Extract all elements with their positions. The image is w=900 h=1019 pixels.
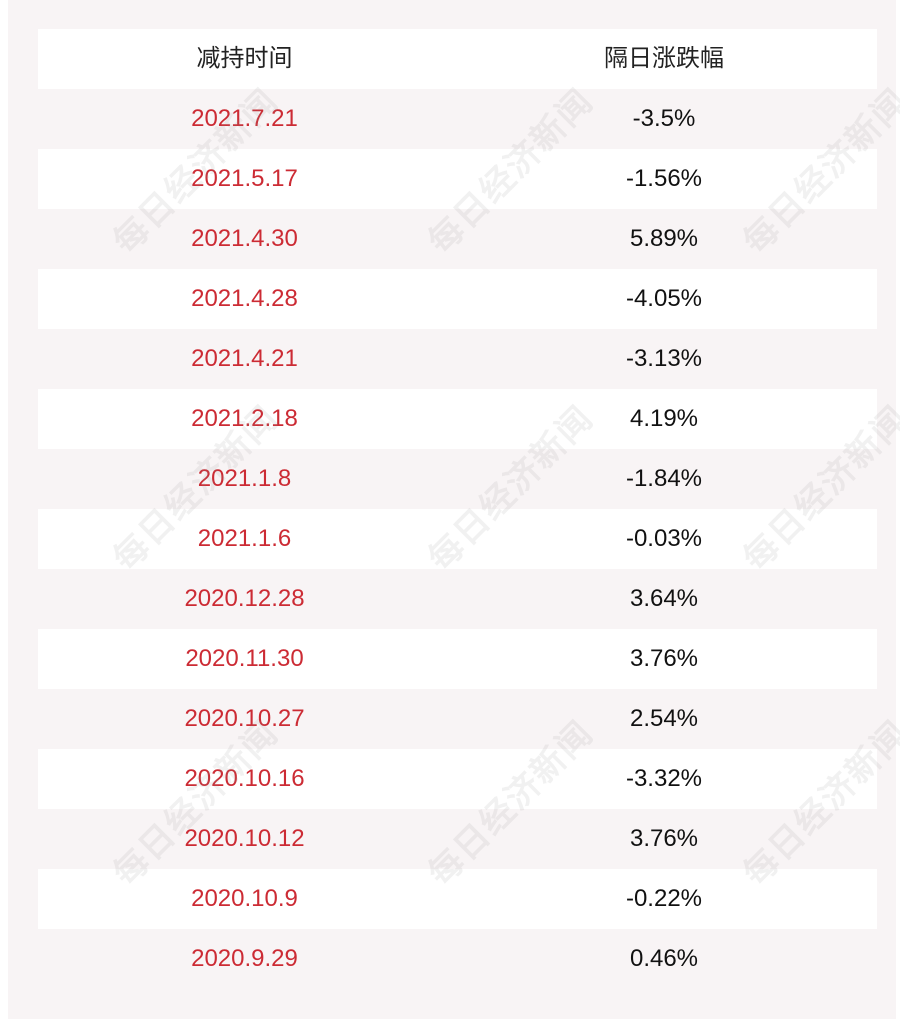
table-row: 2020.9.29 0.46% bbox=[38, 929, 877, 989]
row-date: 2021.2.18 bbox=[191, 405, 298, 432]
table-row: 2021.4.30 5.89% bbox=[38, 209, 877, 269]
row-date: 2021.5.17 bbox=[191, 165, 298, 192]
row-change: -1.84% bbox=[625, 465, 703, 492]
row-change: 5.89% bbox=[629, 225, 699, 252]
row-change: 3.64% bbox=[629, 585, 699, 612]
table-row: 2020.10.27 2.54% bbox=[38, 689, 877, 749]
row-date: 2020.11.30 bbox=[185, 645, 304, 672]
table-row: 2020.10.16 -3.32% bbox=[38, 749, 877, 809]
row-change: -3.5% bbox=[632, 105, 696, 132]
row-date: 2021.1.8 bbox=[197, 465, 292, 492]
row-change: 0.46% bbox=[629, 945, 699, 972]
table-row: 2021.1.8 -1.84% bbox=[38, 449, 877, 509]
row-date: 2021.4.30 bbox=[191, 225, 298, 252]
row-change: -4.05% bbox=[625, 285, 703, 312]
header-change: 隔日涨跌幅 bbox=[604, 45, 724, 72]
row-date: 2020.10.9 bbox=[191, 885, 298, 912]
row-change: 3.76% bbox=[629, 825, 699, 852]
row-date: 2021.1.6 bbox=[197, 525, 292, 552]
row-date: 2021.7.21 bbox=[191, 105, 298, 132]
row-change: 3.76% bbox=[629, 645, 699, 672]
header-date: 减持时间 bbox=[196, 45, 293, 72]
table-body: 2021.7.21 -3.5% 2021.5.17 -1.56% 2021.4.30 5.… bbox=[38, 89, 877, 989]
row-date: 2020.10.16 bbox=[184, 765, 305, 792]
row-change: -3.13% bbox=[625, 345, 703, 372]
table-row: 2021.1.6 -0.03% bbox=[38, 509, 877, 569]
table-header: 减持时间 隔日涨跌幅 bbox=[38, 29, 877, 89]
row-change: 4.19% bbox=[629, 405, 699, 432]
row-date: 2021.4.21 bbox=[191, 345, 298, 372]
row-change: -0.03% bbox=[625, 525, 703, 552]
row-change: -3.32% bbox=[625, 765, 703, 792]
row-date: 2020.9.29 bbox=[191, 945, 298, 972]
table-row: 2021.7.21 -3.5% bbox=[38, 89, 877, 149]
reduction-table: 减持时间 隔日涨跌幅 2021.7.21 -3.5% 2021.5.17 -1.56%… bbox=[38, 29, 877, 989]
table-row: 2021.2.18 4.19% bbox=[38, 389, 877, 449]
row-change: 2.54% bbox=[629, 705, 699, 732]
row-date: 2021.4.28 bbox=[191, 285, 298, 312]
row-change: -1.56% bbox=[625, 165, 703, 192]
row-change: -0.22% bbox=[625, 885, 703, 912]
table-row: 2021.5.17 -1.56% bbox=[38, 149, 877, 209]
row-date: 2020.12.28 bbox=[184, 585, 305, 612]
table-row: 2020.11.30 3.76% bbox=[38, 629, 877, 689]
row-date: 2020.10.12 bbox=[184, 825, 305, 852]
table-row: 2020.10.12 3.76% bbox=[38, 809, 877, 869]
table-row: 2020.12.28 3.64% bbox=[38, 569, 877, 629]
table-row: 2020.10.9 -0.22% bbox=[38, 869, 877, 929]
row-date: 2020.10.27 bbox=[184, 705, 305, 732]
table-row: 2021.4.28 -4.05% bbox=[38, 269, 877, 329]
table-row: 2021.4.21 -3.13% bbox=[38, 329, 877, 389]
